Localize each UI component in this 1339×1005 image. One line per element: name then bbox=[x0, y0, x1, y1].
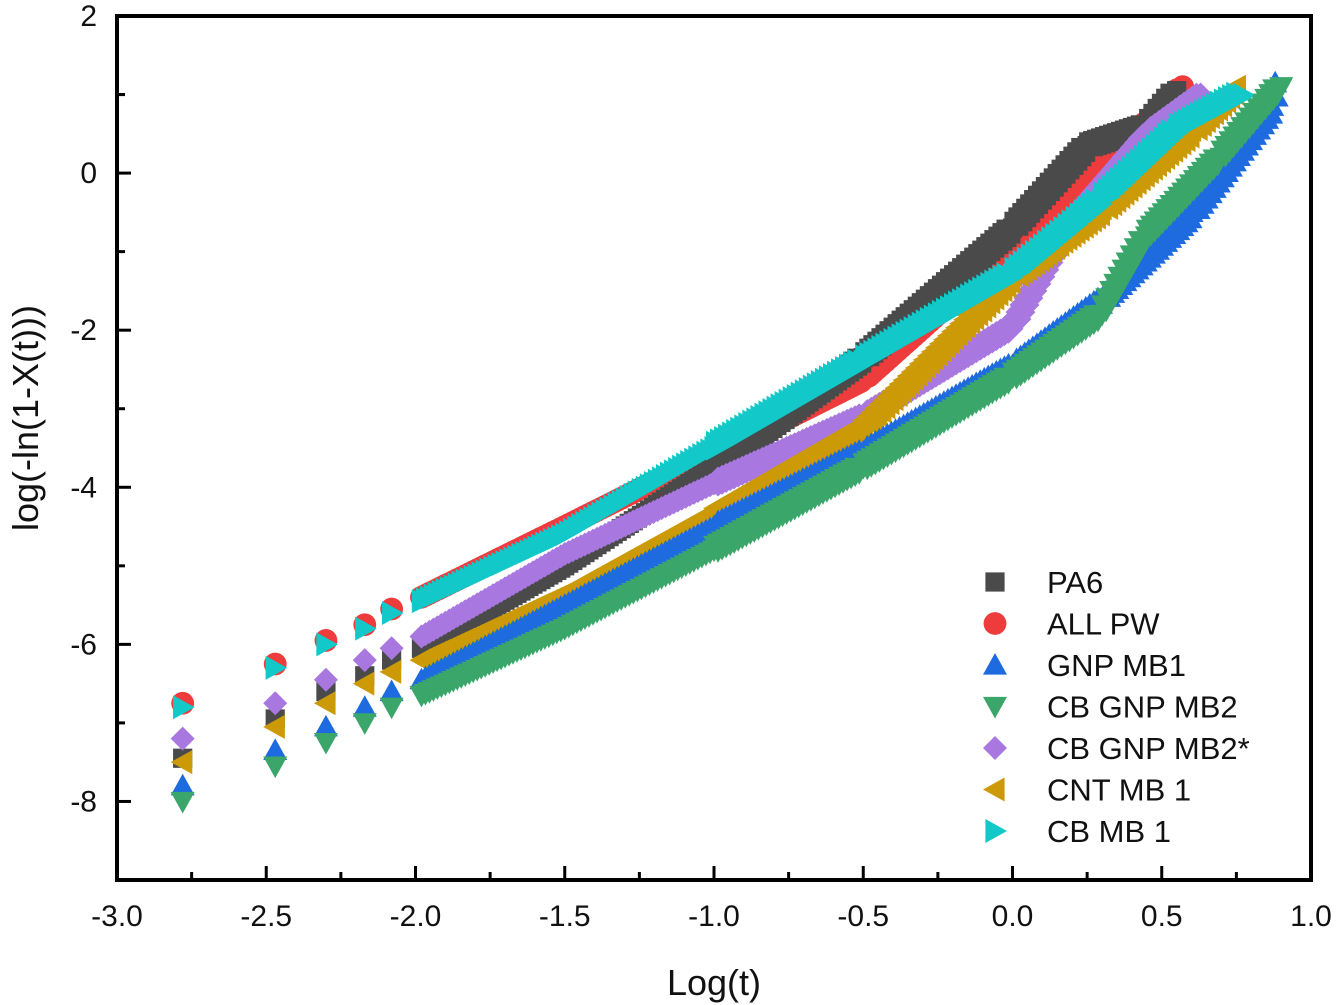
x-tick-label: -3.0 bbox=[91, 900, 143, 933]
data-point bbox=[379, 636, 404, 661]
data-point bbox=[316, 632, 338, 657]
data-point bbox=[170, 773, 195, 796]
legend-label: PA6 bbox=[1047, 565, 1103, 600]
x-axis: -3.0 -2.5 -2.0 -1.5 -1.0 -0.5 0.0 0.5 1.0 bbox=[91, 866, 1332, 933]
y-tick-label: -4 bbox=[70, 471, 97, 504]
x-tick-label: 1.0 bbox=[1290, 900, 1332, 933]
x-tick-label: -1.5 bbox=[539, 900, 591, 933]
plot-area bbox=[170, 70, 1294, 814]
legend-marker bbox=[983, 736, 1007, 760]
legend-label: GNP MB1 bbox=[1047, 648, 1186, 683]
legend-marker bbox=[983, 612, 1007, 635]
data-point bbox=[263, 756, 288, 779]
data-point bbox=[352, 695, 377, 717]
data-point bbox=[313, 732, 338, 755]
legend-label: CB MB 1 bbox=[1047, 814, 1171, 849]
data-point bbox=[263, 691, 288, 716]
x-axis-title: Log(t) bbox=[667, 962, 761, 1003]
x-tick-label: -1.0 bbox=[688, 900, 740, 933]
data-point bbox=[265, 655, 288, 680]
data-point bbox=[352, 671, 375, 696]
data-point bbox=[379, 679, 404, 702]
legend-marker bbox=[985, 819, 1007, 843]
y-tick-label: -8 bbox=[70, 785, 97, 818]
x-tick-label: 0.5 bbox=[1141, 900, 1183, 933]
x-tick-label: -2.0 bbox=[390, 900, 442, 933]
data-point bbox=[379, 697, 404, 720]
data-point bbox=[382, 600, 404, 625]
data-point bbox=[379, 659, 402, 684]
legend-marker bbox=[983, 777, 1005, 802]
data-point bbox=[1269, 77, 1294, 99]
legend-label: CNT MB 1 bbox=[1047, 773, 1191, 808]
legend-label: ALL PW bbox=[1047, 607, 1160, 642]
data-point bbox=[1232, 82, 1255, 107]
data-point bbox=[313, 667, 338, 692]
x-tick-label: -2.5 bbox=[240, 900, 292, 933]
legend-marker bbox=[985, 572, 1005, 592]
data-point bbox=[173, 695, 195, 720]
data-point bbox=[170, 726, 195, 751]
data-point bbox=[170, 750, 193, 775]
data-point bbox=[352, 648, 377, 673]
legend-marker bbox=[983, 696, 1007, 719]
legend: PA6 ALL PW GNP MB1 CB GNP MB2 CB GNP MB2* CNT… bbox=[983, 565, 1250, 849]
legend-marker bbox=[983, 653, 1007, 675]
data-point bbox=[170, 791, 195, 814]
series-cb-gnp-mb2 bbox=[170, 77, 1294, 814]
series-pa6 bbox=[173, 81, 1187, 768]
legend-label: CB GNP MB2 bbox=[1047, 690, 1238, 725]
y-tick-label: -2 bbox=[70, 314, 97, 347]
data-point bbox=[313, 691, 336, 716]
data-point bbox=[263, 714, 285, 739]
legend-label: CB GNP MB2* bbox=[1047, 731, 1250, 766]
data-point bbox=[263, 738, 288, 760]
y-axis: 2 0 -2 -4 -6 -8 bbox=[70, 0, 131, 882]
data-point bbox=[355, 616, 377, 641]
x-tick-label: 0.0 bbox=[992, 900, 1034, 933]
series-all-pw bbox=[171, 75, 1195, 715]
y-tick-label: 0 bbox=[80, 157, 97, 190]
y-tick-label: 2 bbox=[80, 0, 97, 33]
y-tick-label: -6 bbox=[70, 628, 97, 661]
x-tick-label: -0.5 bbox=[837, 900, 889, 933]
y-axis-title: log(-ln(1-X(t))) bbox=[5, 305, 46, 531]
data-point bbox=[313, 714, 338, 737]
data-point bbox=[352, 713, 377, 735]
series-cb-mb-1 bbox=[173, 81, 1255, 720]
